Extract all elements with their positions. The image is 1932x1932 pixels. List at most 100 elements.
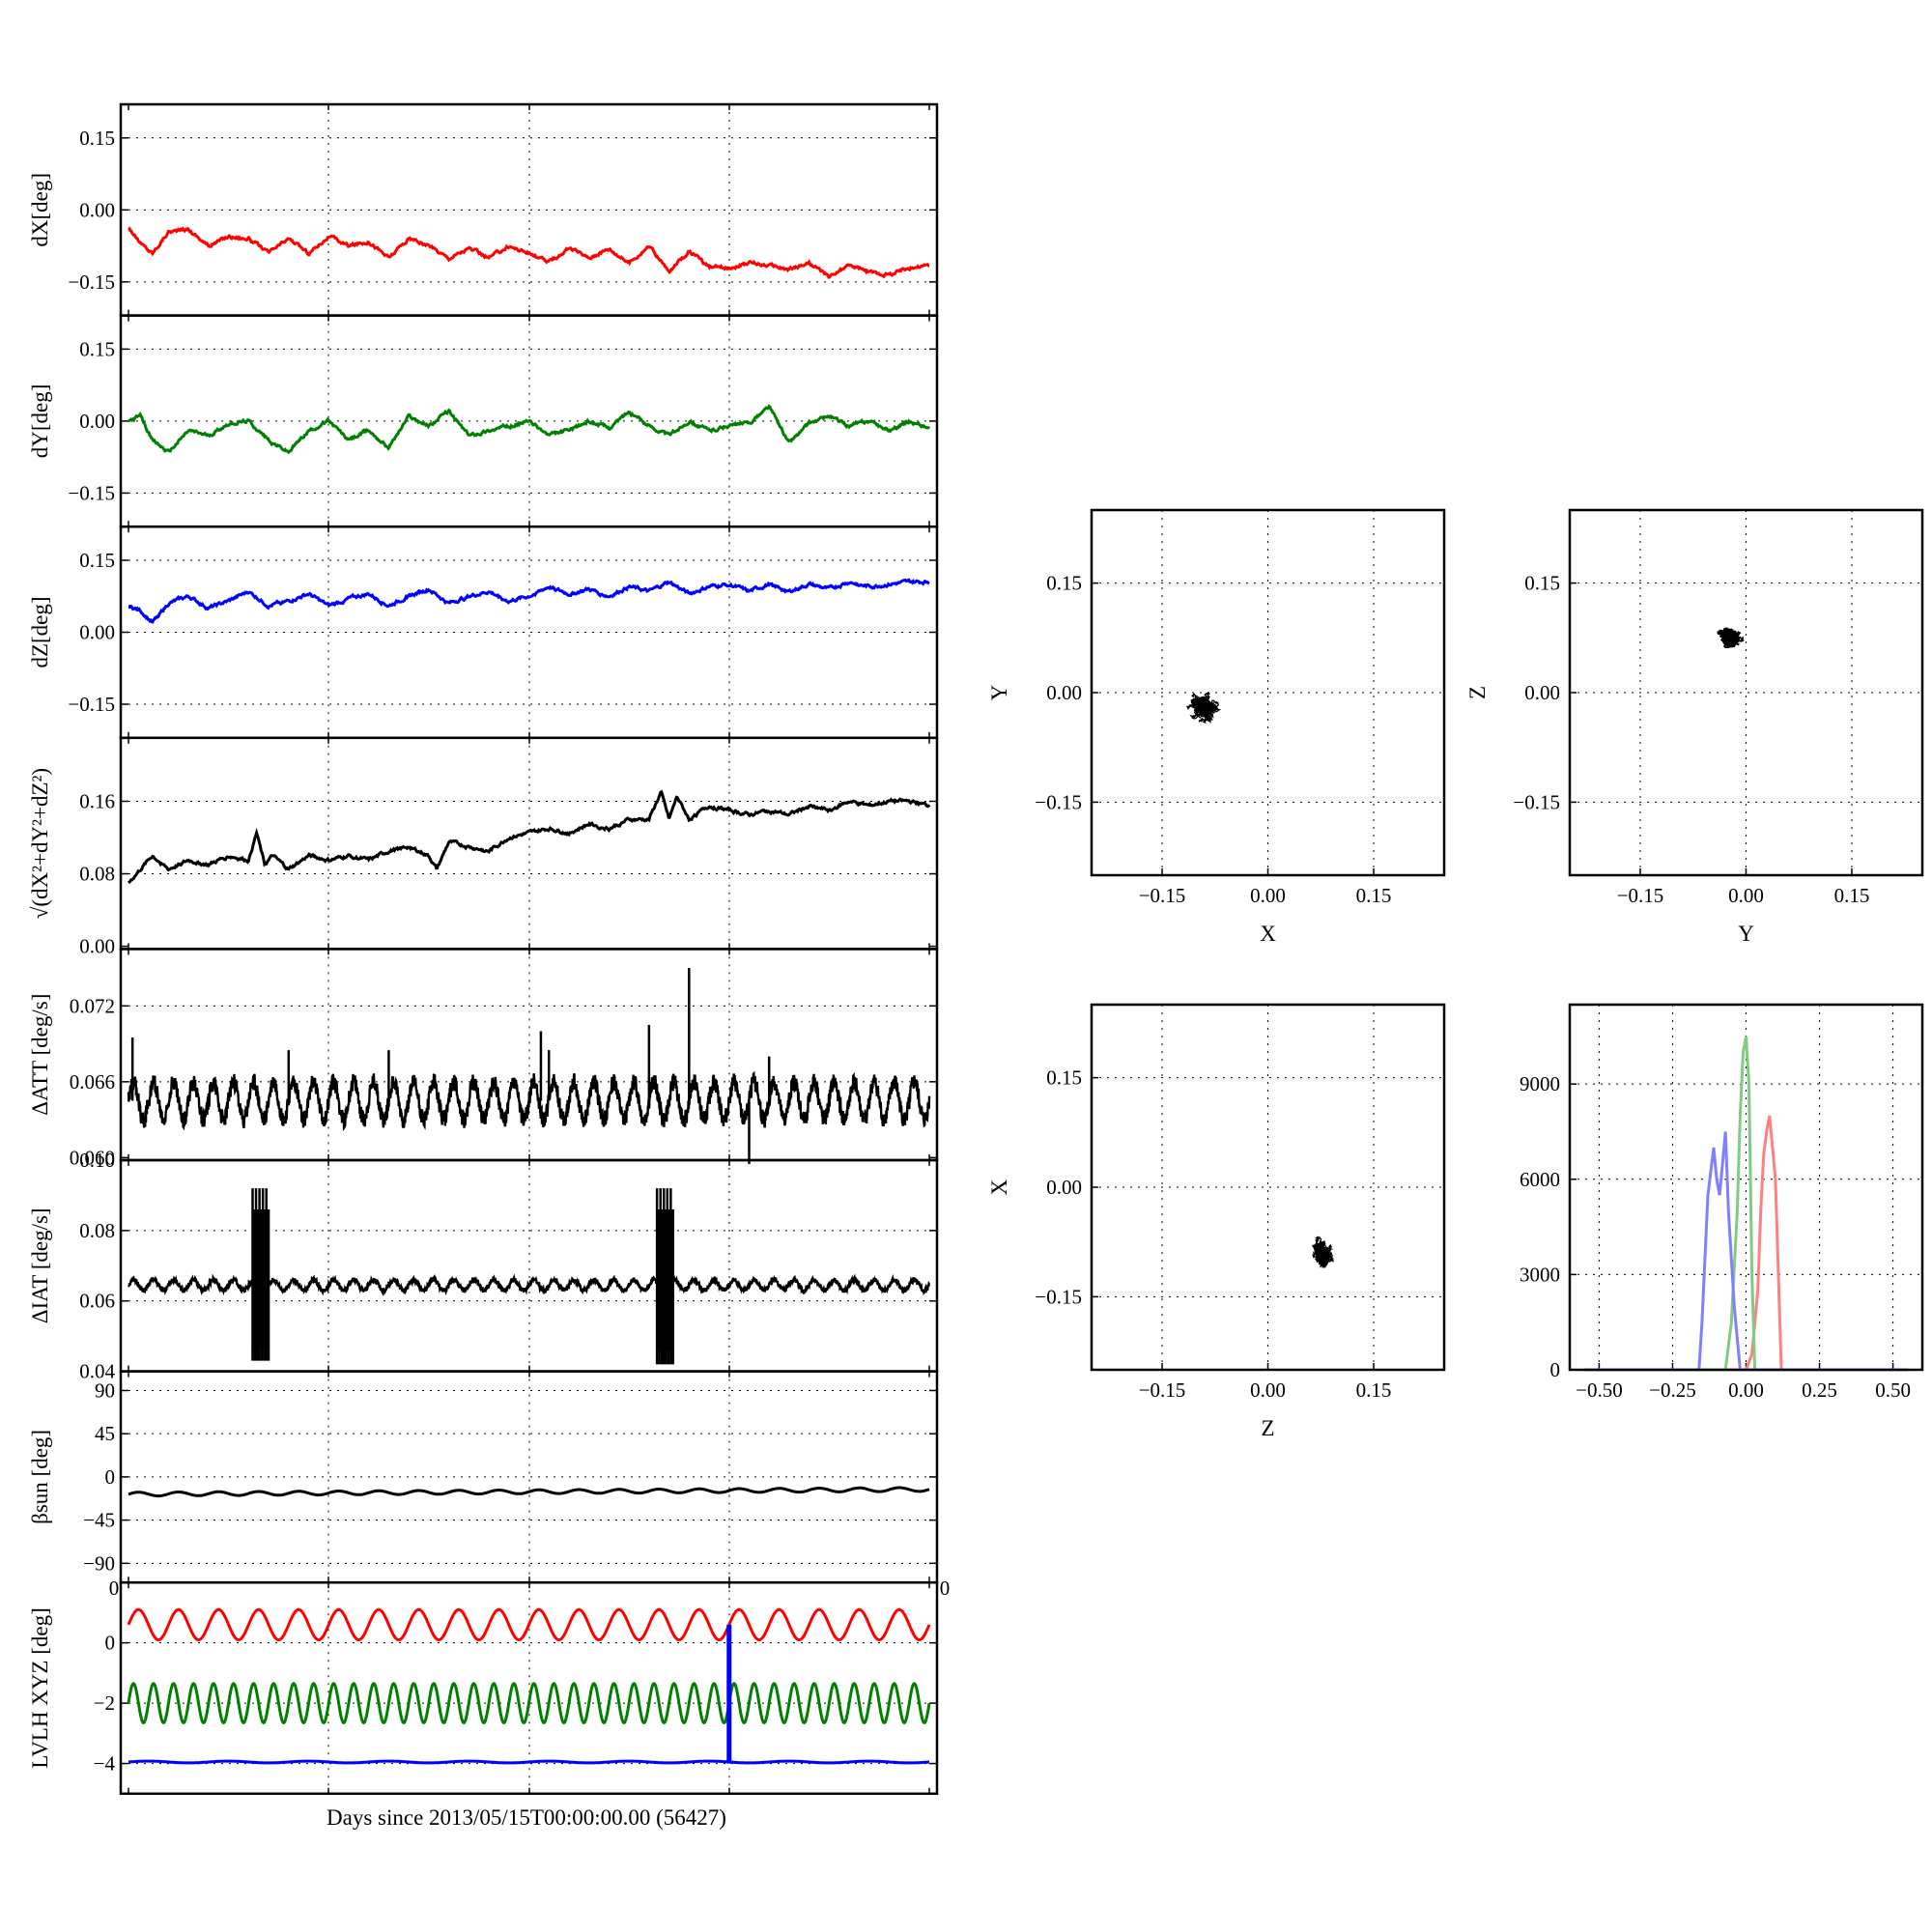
y-tick-label: −0.15: [1035, 790, 1082, 813]
panel-dx: 0.15 0.00 −0.15 dX[deg]: [28, 102, 939, 317]
y-axis-label: Z: [1465, 686, 1490, 699]
y-axis-label: ΔATT [deg/s]: [28, 994, 52, 1116]
y-tick-label: 0.00: [79, 410, 115, 433]
panel-frame: [1568, 508, 1924, 877]
panel-datt: 0.072 0.066 0.060 ΔATT [deg/s]: [28, 948, 939, 1169]
y-tick-label: 3000: [1520, 1263, 1560, 1286]
y-tick-label: 0.16: [79, 789, 115, 812]
panel-lvlh: 0 −2 −4 LVLH XYZ [deg] 0 0: [28, 1577, 951, 1796]
y-tick-label: −45: [83, 1509, 115, 1532]
series-line: [127, 1682, 931, 1724]
panel-dr: 0.16 0.08 0.00 √(dX²+dY²+dZ²): [28, 736, 939, 958]
time-series-panels: 0.15 0.00 −0.15 dX[deg] 0.15 0.00 −0.15 dY[deg]…: [28, 102, 951, 1796]
x-tick-label: 0.15: [1356, 1378, 1392, 1402]
x-tick-label: −0.15: [1139, 1378, 1186, 1402]
y-tick-label: 0.060: [70, 1146, 115, 1169]
histogram-series: [1584, 1131, 1908, 1372]
y-axis-label: Y: [987, 684, 1011, 700]
y-tick-label: 0.072: [70, 994, 115, 1017]
x-axis-label: Y: [1738, 922, 1754, 946]
y-tick-label: 45: [95, 1422, 115, 1445]
x-tick-label: 0.15: [1356, 884, 1392, 907]
y-axis-label: dY[deg]: [28, 384, 52, 459]
x-tick-label: 0.00: [1728, 884, 1764, 907]
panel-scatter-zx: −0.15 0.00 0.15 0.15 0.00 −0.15 Z X: [987, 1003, 1446, 1440]
y-axis-label: X: [987, 1179, 1011, 1195]
y-tick-label: −4: [94, 1752, 116, 1776]
y-tick-label: −0.15: [68, 693, 115, 716]
y-tick-label: 0.15: [1046, 1066, 1082, 1090]
series-line: [128, 226, 930, 279]
y-axis-label: LVLH XYZ [deg]: [28, 1607, 52, 1769]
x-tick-label: 0.15: [1834, 884, 1870, 907]
y-tick-label: 0.00: [79, 935, 115, 958]
y-axis-label: dX[deg]: [28, 173, 52, 247]
scatter-and-histogram-panels: −0.15 0.00 0.15 0.15 0.00 −0.15 X Y −0.15 0.00 0.1…: [987, 508, 1924, 1440]
y-tick-label: 0.066: [70, 1070, 115, 1094]
y-tick-label: 0.08: [79, 1219, 115, 1242]
panel-histogram: −0.50 −0.25 0.00 0.25 0.50 9000 6000 3000 0: [1520, 1003, 1924, 1402]
panel-diat: 0.10 0.08 0.06 0.04 ΔIAT [deg/s]: [28, 1149, 939, 1383]
y-tick-label: 0.10: [79, 1149, 115, 1172]
panel-frame: [1568, 1003, 1924, 1372]
y-tick-label: 90: [95, 1378, 115, 1402]
y-tick-label: 0.06: [79, 1290, 115, 1313]
panel-frame: [1090, 1003, 1446, 1372]
y-tick-label: 0.04: [79, 1360, 115, 1383]
corner-label: 0: [940, 1577, 951, 1600]
time-axis-label: Days since 2013/05/15T00:00:00.00 (56427…: [327, 1805, 726, 1830]
x-axis-label: Z: [1261, 1416, 1274, 1440]
y-tick-label: −0.15: [68, 270, 115, 294]
y-tick-label: 6000: [1520, 1168, 1560, 1191]
x-tick-label: 0.00: [1728, 1378, 1764, 1402]
x-tick-label: −0.15: [1139, 884, 1186, 907]
x-tick-label: 0.50: [1875, 1378, 1911, 1402]
series-line: [128, 789, 931, 885]
y-axis-label: dZ[deg]: [28, 596, 52, 668]
y-tick-label: −90: [83, 1551, 115, 1575]
series-line: [127, 1607, 931, 1641]
series-line: [128, 404, 931, 455]
y-tick-label: 0.15: [79, 337, 115, 360]
y-tick-label: 0.15: [1046, 572, 1082, 595]
x-tick-label: −0.15: [1617, 884, 1664, 907]
panel-frame: [1090, 508, 1446, 877]
y-axis-label: √(dX²+dY²+dZ²): [28, 768, 52, 919]
y-tick-label: 0.00: [79, 198, 115, 221]
point-cloud: [1311, 1236, 1334, 1268]
point-cloud: [1717, 627, 1745, 649]
y-axis-label: βsun [deg]: [28, 1430, 52, 1524]
y-tick-label: 0.00: [79, 621, 115, 644]
x-tick-label: 0.00: [1250, 1378, 1286, 1402]
histogram-series: [1584, 1115, 1908, 1372]
y-tick-label: 0.00: [1524, 681, 1560, 704]
y-tick-label: 9000: [1520, 1072, 1560, 1095]
x-tick-label: 0.25: [1802, 1378, 1837, 1402]
corner-label: 0: [109, 1577, 120, 1600]
series-line: [127, 1070, 931, 1131]
y-tick-label: −0.15: [1513, 790, 1560, 813]
y-tick-label: −0.15: [1035, 1285, 1082, 1308]
point-cloud: [1186, 692, 1222, 724]
y-tick-label: 0.00: [1046, 681, 1082, 704]
x-tick-label: 0.00: [1250, 884, 1286, 907]
y-tick-label: −0.15: [68, 481, 115, 504]
y-axis-label: ΔIAT [deg/s]: [28, 1208, 52, 1323]
y-tick-label: 0.15: [79, 549, 115, 572]
panel-scatter-yz: −0.15 0.00 0.15 0.15 0.00 −0.15 Y Z: [1465, 508, 1924, 946]
histogram-series: [1584, 1036, 1908, 1372]
y-tick-label: 0.15: [79, 127, 115, 150]
panel-scatter-xy: −0.15 0.00 0.15 0.15 0.00 −0.15 X Y: [987, 508, 1446, 946]
x-axis-label: X: [1260, 922, 1276, 946]
y-tick-label: 0.08: [79, 863, 115, 886]
y-tick-label: 0.00: [1046, 1176, 1082, 1199]
series-line: [128, 1486, 930, 1498]
panel-frame: [119, 1580, 939, 1796]
y-tick-label: 0: [105, 1632, 116, 1655]
y-tick-label: 0.15: [1524, 572, 1560, 595]
x-tick-label: −0.25: [1649, 1378, 1696, 1402]
y-tick-label: 0: [1550, 1358, 1561, 1381]
series-line: [128, 1759, 930, 1765]
y-tick-label: 0: [105, 1465, 116, 1489]
